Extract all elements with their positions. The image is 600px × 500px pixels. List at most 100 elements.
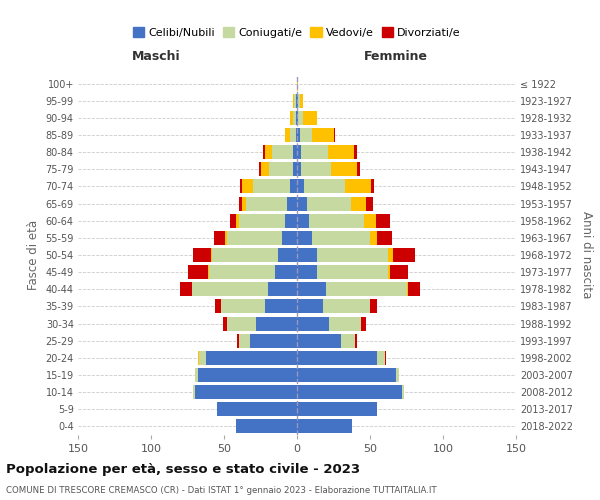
Bar bbox=[268, 282, 297, 296]
Bar bbox=[377, 351, 385, 365]
Bar bbox=[297, 385, 402, 399]
Bar bbox=[297, 282, 326, 296]
Bar bbox=[351, 196, 365, 210]
Bar bbox=[297, 196, 307, 210]
Bar bbox=[278, 248, 297, 262]
Bar bbox=[250, 334, 297, 347]
Bar bbox=[259, 162, 260, 176]
Bar bbox=[334, 128, 335, 142]
Bar bbox=[212, 248, 278, 262]
Bar bbox=[307, 196, 351, 210]
Bar bbox=[253, 180, 290, 194]
Bar bbox=[297, 351, 377, 365]
Bar bbox=[269, 162, 293, 176]
Bar bbox=[388, 248, 394, 262]
Bar bbox=[388, 265, 391, 279]
Bar bbox=[311, 231, 370, 245]
Bar bbox=[180, 282, 192, 296]
Bar bbox=[303, 111, 317, 125]
Bar bbox=[230, 214, 236, 228]
Bar bbox=[293, 111, 296, 125]
Bar bbox=[237, 334, 239, 347]
Bar bbox=[226, 231, 227, 245]
Bar bbox=[297, 162, 301, 176]
Bar bbox=[214, 231, 226, 245]
Bar bbox=[199, 351, 206, 365]
Bar bbox=[297, 368, 396, 382]
Bar bbox=[240, 180, 242, 194]
Bar bbox=[297, 214, 308, 228]
Bar bbox=[209, 265, 275, 279]
Bar bbox=[287, 196, 297, 210]
Bar bbox=[239, 334, 250, 347]
Bar bbox=[396, 368, 399, 382]
Bar bbox=[297, 316, 329, 330]
Bar bbox=[293, 145, 297, 159]
Bar bbox=[298, 111, 303, 125]
Bar bbox=[272, 145, 293, 159]
Bar bbox=[341, 334, 355, 347]
Bar bbox=[293, 94, 294, 108]
Bar bbox=[236, 214, 239, 228]
Bar bbox=[297, 111, 298, 125]
Bar bbox=[301, 145, 328, 159]
Bar bbox=[217, 402, 297, 416]
Bar bbox=[193, 248, 211, 262]
Bar bbox=[402, 385, 404, 399]
Y-axis label: Anni di nascita: Anni di nascita bbox=[580, 212, 593, 298]
Bar bbox=[283, 231, 297, 245]
Bar bbox=[376, 214, 391, 228]
Bar bbox=[296, 94, 297, 108]
Bar bbox=[391, 265, 408, 279]
Bar bbox=[317, 248, 388, 262]
Bar bbox=[394, 248, 415, 262]
Bar bbox=[297, 420, 352, 434]
Bar bbox=[323, 300, 370, 314]
Bar bbox=[265, 145, 272, 159]
Bar bbox=[357, 162, 360, 176]
Bar bbox=[227, 231, 283, 245]
Text: Femmine: Femmine bbox=[364, 50, 428, 63]
Bar bbox=[297, 334, 341, 347]
Bar bbox=[371, 180, 374, 194]
Bar bbox=[193, 385, 195, 399]
Bar bbox=[301, 162, 331, 176]
Bar bbox=[286, 214, 297, 228]
Bar bbox=[227, 316, 256, 330]
Bar bbox=[297, 265, 317, 279]
Bar bbox=[385, 351, 386, 365]
Bar bbox=[354, 145, 357, 159]
Bar bbox=[355, 334, 357, 347]
Bar bbox=[298, 94, 300, 108]
Bar bbox=[206, 351, 297, 365]
Bar bbox=[275, 265, 297, 279]
Bar bbox=[294, 94, 296, 108]
Bar bbox=[198, 368, 297, 382]
Bar bbox=[297, 94, 298, 108]
Bar bbox=[297, 128, 300, 142]
Bar bbox=[326, 282, 407, 296]
Bar bbox=[317, 265, 388, 279]
Bar bbox=[290, 111, 293, 125]
Bar bbox=[296, 111, 297, 125]
Bar bbox=[236, 420, 297, 434]
Bar bbox=[311, 128, 334, 142]
Bar bbox=[265, 300, 297, 314]
Bar bbox=[407, 282, 408, 296]
Bar bbox=[211, 248, 212, 262]
Bar bbox=[187, 265, 208, 279]
Bar bbox=[215, 300, 221, 314]
Bar bbox=[361, 316, 365, 330]
Legend: Celibi/Nubili, Coniugati/e, Vedovi/e, Divorziati/e: Celibi/Nubili, Coniugati/e, Vedovi/e, Di… bbox=[129, 23, 465, 42]
Bar bbox=[297, 76, 298, 90]
Bar bbox=[198, 351, 199, 365]
Bar bbox=[221, 300, 265, 314]
Bar bbox=[300, 128, 311, 142]
Bar bbox=[195, 385, 297, 399]
Bar bbox=[297, 300, 323, 314]
Bar bbox=[242, 180, 253, 194]
Bar bbox=[297, 402, 377, 416]
Bar bbox=[370, 231, 377, 245]
Bar bbox=[377, 231, 392, 245]
Bar bbox=[331, 162, 357, 176]
